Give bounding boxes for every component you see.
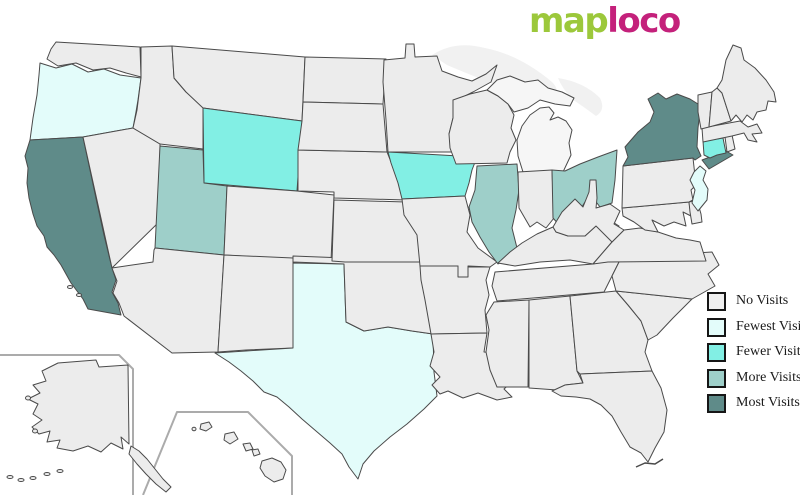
legend-item-no-visits: No Visits <box>707 291 789 311</box>
state-michigan <box>516 106 573 173</box>
state-pennsylvania <box>621 157 700 209</box>
aleutian-island <box>29 476 37 480</box>
legend-item-more-visits: More Visits <box>707 368 800 388</box>
legend-swatch-more-visits <box>707 368 726 388</box>
hawaii-island-maui <box>251 448 261 457</box>
alaska-panhandle <box>128 445 172 493</box>
state-new-york <box>622 92 702 167</box>
legend-label-most-visits: Most Visits <box>736 395 800 410</box>
alaska-island <box>25 395 31 401</box>
aleutian-island <box>17 478 25 482</box>
alaska-inset-box <box>0 354 134 495</box>
legend-swatch-most-visits <box>707 393 726 413</box>
legend-swatch-fewer-visits <box>707 342 726 362</box>
state-vermont <box>697 91 713 130</box>
florida-keys <box>635 458 664 468</box>
logo-loco-text: loco <box>607 1 681 41</box>
legend-item-most-visits: Most Visits <box>707 393 800 413</box>
hawaii-island-molokai <box>242 442 254 452</box>
channel-island <box>76 293 82 297</box>
state-maine <box>716 44 777 123</box>
hawaii-island-oahu <box>223 431 239 445</box>
state-california <box>24 136 122 316</box>
hawaii-inset-box <box>142 411 293 495</box>
lake-huron <box>558 78 603 116</box>
channel-island <box>67 285 73 289</box>
state-colorado <box>223 185 335 262</box>
state-massachusetts <box>701 120 763 143</box>
state-north-carolina <box>611 251 720 300</box>
state-michigan-upper <box>486 75 575 113</box>
state-arkansas <box>419 265 491 335</box>
state-alaska <box>27 359 130 453</box>
logo-map-text: map <box>529 1 609 41</box>
aleutian-island <box>6 475 14 479</box>
state-missouri <box>401 195 498 278</box>
aleutian-island <box>56 469 64 473</box>
alaska-island <box>32 428 38 434</box>
hawaii-island-big-island <box>259 457 287 483</box>
state-west-virginia <box>552 179 625 243</box>
state-arizona <box>111 247 225 354</box>
legend-label-more-visits: More Visits <box>736 370 800 385</box>
legend-label-fewer-visits: Fewer Visits <box>736 344 800 359</box>
state-florida <box>551 370 668 463</box>
state-minnesota <box>382 43 498 153</box>
maploco-logo: maploco <box>529 1 681 41</box>
legend-swatch-no-visits <box>707 291 726 311</box>
legend-label-fewest-visits: Fewest Visits <box>736 319 800 334</box>
state-wyoming <box>202 107 303 192</box>
state-mississippi <box>485 299 530 388</box>
state-indiana <box>517 169 555 229</box>
legend-item-fewer-visits: Fewer Visits <box>707 342 800 362</box>
hawaii-island-niihau <box>191 426 197 432</box>
state-south-dakota <box>297 101 388 153</box>
legend-label-no-visits: No Visits <box>736 293 789 308</box>
hawaii-island-kauai <box>199 421 213 432</box>
state-new-mexico <box>217 254 294 353</box>
state-new-jersey <box>689 165 709 212</box>
legend-swatch-fewest-visits <box>707 317 726 337</box>
legend-item-fewest-visits: Fewest Visits <box>707 317 800 337</box>
state-oregon <box>29 62 142 141</box>
state-north-dakota <box>302 56 387 105</box>
aleutian-island <box>43 472 51 476</box>
state-illinois <box>468 163 520 265</box>
state-south-carolina <box>615 290 693 341</box>
